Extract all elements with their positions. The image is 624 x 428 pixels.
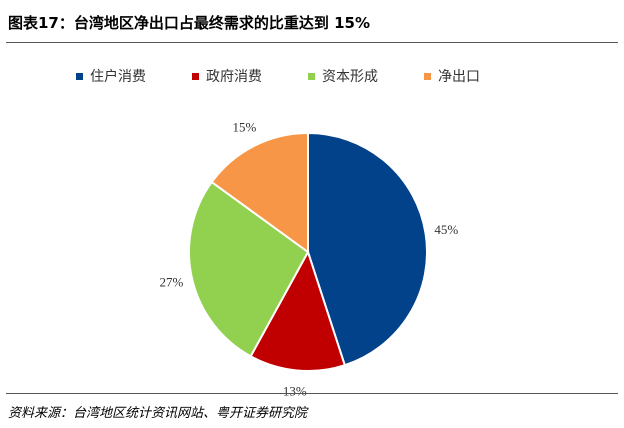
pie-slice-net-export [210, 131, 309, 254]
pie-slice-household [307, 131, 428, 367]
legend-item-government: 政府消费 [192, 66, 262, 86]
pie-label-government: 13% [283, 383, 307, 398]
chart-legend: 住户消费 政府消费 资本形成 净出口 [76, 66, 526, 86]
legend-swatch-capital [308, 72, 315, 80]
legend-item-capital: 资本形成 [308, 66, 378, 86]
legend-label-net-export: 净出口 [438, 69, 480, 85]
legend-label-capital: 资本形成 [322, 69, 378, 85]
legend-label-government: 政府消费 [206, 69, 262, 85]
pie-label-household: 45% [434, 222, 458, 237]
pie-label-capital: 27% [159, 275, 183, 290]
pie-label-net-export: 15% [233, 119, 257, 134]
legend-swatch-net-export [424, 72, 431, 80]
legend-item-net-export: 净出口 [424, 66, 480, 86]
chart-title: 图表17：台湾地区净出口占最终需求的比重达到 15% [8, 14, 371, 32]
source-note: 资料来源：台湾地区统计资讯网站、粤开证券研究院 [8, 406, 308, 421]
pie-slice-government [249, 249, 347, 372]
source-divider [6, 393, 618, 394]
legend-swatch-household [76, 72, 83, 80]
legend-swatch-government [192, 72, 199, 80]
title-divider [6, 42, 618, 43]
legend-item-household: 住户消费 [76, 66, 146, 86]
legend-label-household: 住户消费 [90, 69, 146, 85]
pie-slice-capital [188, 180, 310, 358]
